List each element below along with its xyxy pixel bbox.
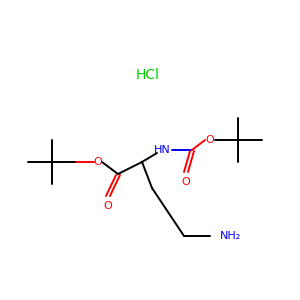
Text: HN: HN [154, 145, 170, 155]
Text: O: O [182, 177, 190, 187]
Text: O: O [103, 201, 112, 211]
Text: O: O [206, 135, 214, 145]
Text: O: O [94, 157, 102, 167]
Text: HCl: HCl [136, 68, 160, 82]
Text: NH₂: NH₂ [220, 231, 241, 241]
